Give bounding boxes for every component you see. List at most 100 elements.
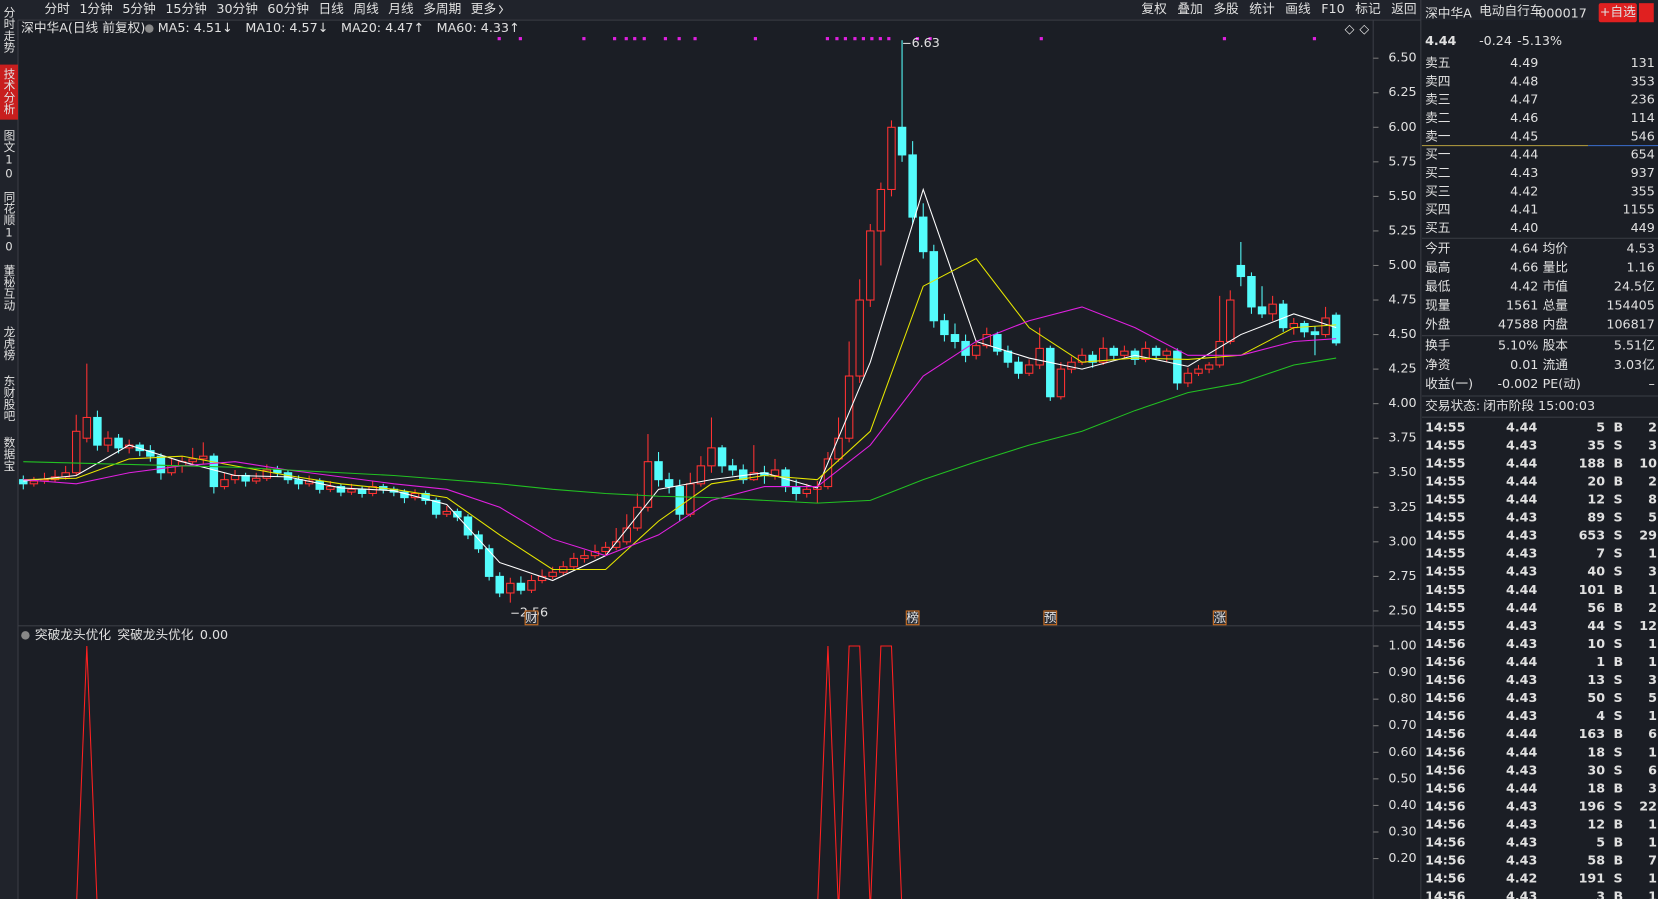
change: -0.24 — [1479, 33, 1512, 48]
candle-body — [188, 458, 197, 463]
tool-button[interactable]: 返回 — [1391, 1, 1416, 16]
trade-time: 14:56 — [1425, 636, 1466, 651]
book-volume: 355 — [1631, 183, 1655, 198]
trade-count: 8 — [1648, 492, 1657, 507]
candle-body — [1215, 340, 1224, 366]
sidebar-tab[interactable]: 同花顺10 — [2, 191, 16, 254]
sidebar-tab[interactable]: 董秘互动 — [2, 264, 16, 311]
watch-button-bg[interactable] — [1598, 3, 1637, 23]
candle-body — [453, 510, 462, 518]
candle-body — [1141, 347, 1150, 360]
indicator-title: 突破龙头优化 — [35, 627, 111, 642]
sidebar-tab[interactable]: 技术分析 — [2, 68, 16, 115]
trade-price: 4.43 — [1506, 690, 1537, 705]
period-tab[interactable]: 日线 — [319, 1, 345, 16]
signal-dot — [1222, 37, 1227, 41]
event-marker[interactable]: 榜 — [906, 610, 919, 625]
y-tick-label: 5.00 — [1388, 257, 1416, 272]
trade-count: 2 — [1648, 600, 1657, 615]
menu-button[interactable] — [1638, 3, 1654, 23]
candle-body — [633, 506, 642, 529]
watch-button[interactable]: +自选 — [1600, 4, 1636, 19]
trade-price: 4.44 — [1506, 473, 1537, 488]
tool-button[interactable]: 画线 — [1285, 1, 1311, 16]
tool-button[interactable]: 统计 — [1249, 1, 1275, 16]
tool-button[interactable]: 标记 — [1355, 1, 1381, 16]
tool-button[interactable]: 多股 — [1213, 1, 1239, 16]
book-label: 卖三 — [1425, 92, 1450, 107]
legend-entry: MA20: 4.47↑ — [341, 20, 424, 35]
period-tab[interactable]: 30分钟 — [216, 1, 258, 16]
candle-body — [463, 516, 473, 536]
trade-volume: 188 — [1579, 455, 1606, 470]
signal-dot — [1312, 37, 1317, 41]
sidebar-tab[interactable]: 图文10 — [2, 129, 16, 180]
stat-value: 154405 — [1606, 298, 1654, 313]
candle-body — [1098, 347, 1108, 363]
y-tick-label: 0.50 — [1388, 770, 1416, 785]
book-price: 4.45 — [1510, 128, 1538, 143]
trade-time: 14:55 — [1425, 492, 1465, 507]
period-tab[interactable]: 更多 — [471, 1, 496, 16]
period-tab[interactable]: 1分钟 — [79, 1, 112, 16]
trade-volume: 191 — [1579, 871, 1605, 886]
trade-price: 4.44 — [1506, 600, 1537, 615]
period-tab[interactable]: 多周期 — [423, 1, 461, 16]
trade-price: 4.44 — [1506, 582, 1537, 597]
diamond-icon[interactable]: ◇ — [1345, 21, 1355, 36]
trade-time: 14:55 — [1425, 419, 1465, 434]
settings-icon[interactable] — [145, 24, 154, 33]
candle-body — [527, 579, 536, 591]
signal-dot — [870, 37, 874, 41]
period-tab[interactable]: 周线 — [353, 1, 379, 16]
sidebar-tab[interactable]: 分时走势 — [2, 6, 16, 53]
sidebar-tab[interactable]: 龙虎榜 — [2, 326, 16, 362]
candle-body — [1003, 350, 1013, 363]
candle-body — [929, 251, 939, 322]
stat-value: -0.002 — [1497, 376, 1538, 391]
event-marker[interactable]: 涨 — [1213, 610, 1226, 625]
stat-value: 106817 — [1606, 317, 1654, 332]
book-volume: 937 — [1631, 165, 1655, 180]
candle-body — [569, 557, 579, 568]
trade-price: 4.43 — [1506, 853, 1537, 868]
trade-volume: 44 — [1587, 618, 1605, 633]
period-tab[interactable]: 60分钟 — [267, 1, 309, 16]
period-tab[interactable]: 月线 — [388, 1, 414, 16]
close-icon[interactable]: ◇ — [1359, 21, 1369, 36]
trade-count: 5 — [1648, 510, 1657, 525]
trade-time: 14:55 — [1425, 618, 1465, 633]
period-tab[interactable]: 15分钟 — [165, 1, 207, 16]
candle-body — [1035, 347, 1044, 366]
stat-label: 均价 — [1543, 240, 1569, 255]
candle-body — [982, 334, 991, 347]
trade-count: 22 — [1639, 798, 1657, 813]
tool-button[interactable]: F10 — [1321, 1, 1344, 16]
trade-volume: 40 — [1587, 564, 1605, 579]
tool-button[interactable]: 复权 — [1141, 1, 1167, 16]
signal-dot — [642, 37, 646, 41]
stat-value: – — [1648, 376, 1654, 391]
chart-title: 深中华A(日线 前复权) — [21, 20, 145, 35]
indicator-settings-icon[interactable] — [21, 631, 30, 640]
period-tab[interactable]: 5分钟 — [122, 1, 155, 16]
trade-time: 14:56 — [1425, 708, 1466, 723]
candle-body — [1226, 299, 1235, 343]
trade-volume: 3 — [1596, 889, 1605, 899]
sidebar-tab[interactable]: 东财股吧 — [2, 375, 16, 422]
stat-label: 今开 — [1425, 240, 1451, 255]
trade-count: 5 — [1648, 690, 1657, 705]
trade-price: 4.43 — [1506, 835, 1537, 850]
event-marker[interactable]: 财 — [525, 610, 538, 625]
trade-volume: 5 — [1596, 419, 1605, 434]
sidebar-tab[interactable]: 数据宝 — [2, 436, 16, 472]
tool-button[interactable]: 叠加 — [1177, 1, 1202, 16]
event-marker[interactable]: 预 — [1044, 610, 1057, 625]
trade-time: 14:55 — [1425, 546, 1465, 561]
book-price: 4.48 — [1510, 73, 1538, 88]
trade-time: 14:56 — [1425, 654, 1466, 669]
period-tab[interactable]: 分时 — [44, 1, 70, 16]
candle-body — [251, 477, 261, 482]
y-tick-label: 0.40 — [1388, 797, 1416, 812]
candle-body — [357, 488, 367, 495]
